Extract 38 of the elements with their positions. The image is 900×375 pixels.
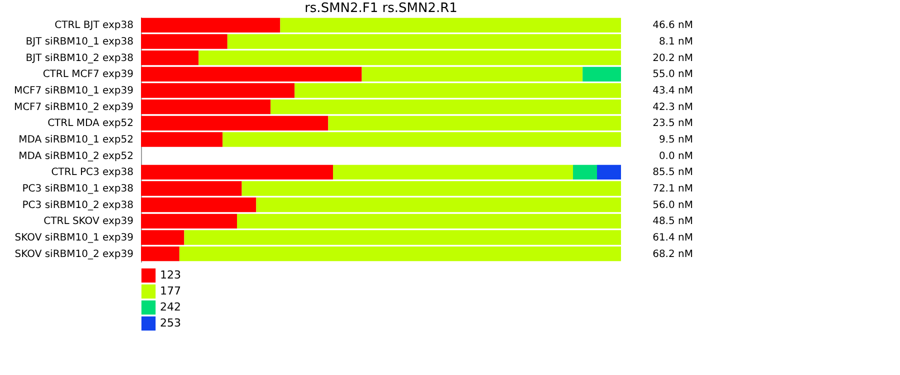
y-tick-label: PC3 siRBM10_1 exp38 — [22, 184, 134, 194]
y-tick-label: CTRL SKOV exp39 — [44, 216, 134, 228]
y-tick-label: CTRL MDA exp52 — [48, 118, 134, 130]
text: 72.1 nM — [652, 184, 693, 194]
legend-label: 123 — [160, 268, 181, 282]
text: 20.2 nM — [652, 52, 693, 64]
y-tick-label: SKOV siRBM10_1 exp39 — [14, 232, 134, 244]
bar — [597, 164, 621, 180]
text: 42.3 nM — [652, 102, 693, 113]
legend-label: 253 — [160, 316, 181, 330]
y-tick-label: MCF7 siRBM10_1 exp39 — [14, 86, 134, 96]
y-tick-label: SKOV siRBM10_2 exp39 — [14, 248, 134, 260]
bar — [582, 66, 621, 82]
text: 43.4 nM — [652, 86, 693, 96]
text: 68.2 nM — [652, 248, 693, 260]
text: 55.0 nM — [652, 69, 693, 80]
y-tick-label: BJT siRBM10_2 exp38 — [26, 52, 134, 64]
text: 0.0 nM — [658, 150, 693, 162]
y-tick-label: MDA siRBM10_1 exp52 — [18, 134, 134, 146]
text: 61.4 nM — [652, 232, 693, 244]
text: 8.1 nM — [658, 36, 693, 48]
y-tick-label: MDA siRBM10_2 exp52 — [18, 150, 134, 162]
text: 56.0 nM — [652, 200, 693, 211]
text: 23.5 nM — [652, 118, 693, 130]
legend-label: 177 — [160, 284, 181, 298]
bar — [573, 164, 597, 180]
text: 46.6 nM — [652, 20, 693, 32]
y-tick-label: CTRL PC3 exp38 — [51, 167, 134, 178]
y-tick-label: MCF7 siRBM10_2 exp39 — [14, 102, 134, 113]
text: 9.5 nM — [658, 134, 693, 146]
y-tick-label: BJT siRBM10_1 exp38 — [26, 36, 134, 48]
chart-title: rs.SMN2.F1 rs.SMN2.R1 — [304, 1, 458, 16]
text: 85.5 nM — [652, 167, 693, 178]
y-tick-label: CTRL BJT exp38 — [54, 20, 134, 32]
y-tick-label: CTRL MCF7 exp39 — [42, 69, 134, 80]
y-tick-label: PC3 siRBM10_2 exp38 — [22, 200, 134, 211]
text: 48.5 nM — [652, 216, 693, 228]
legend-label: 242 — [160, 300, 181, 314]
